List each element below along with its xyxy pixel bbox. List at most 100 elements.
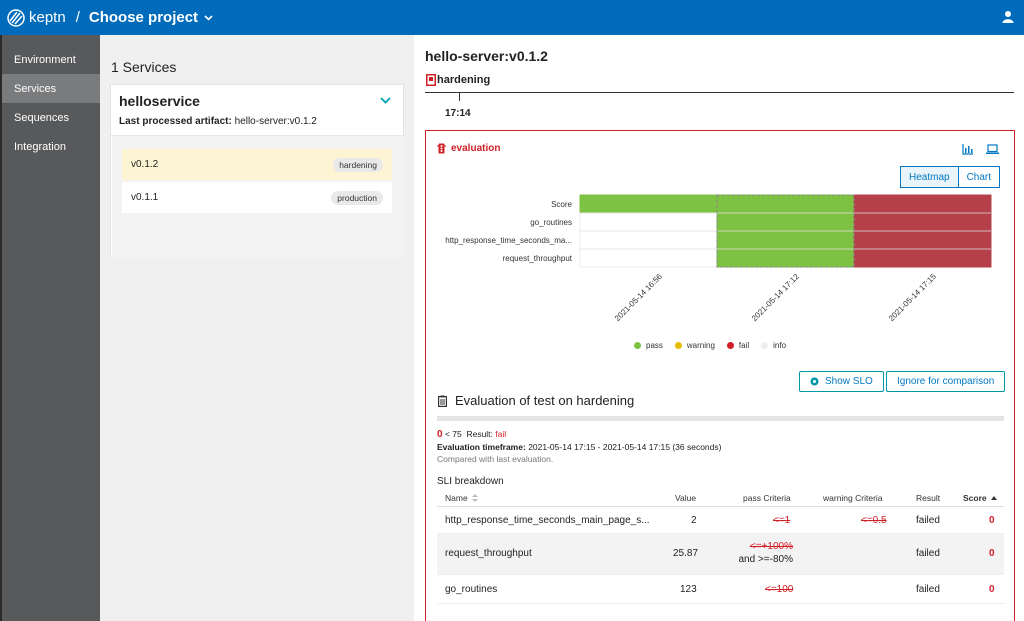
sli-result: failed xyxy=(916,515,940,526)
heatmap-column-label: 2021-05-14 17:15 xyxy=(887,272,938,323)
artifact-title: hello-server:v0.1.2 xyxy=(425,48,548,64)
heatmap-column-label: 2021-05-14 16:56 xyxy=(613,272,664,323)
column-header-name[interactable]: Name xyxy=(445,493,478,503)
version-row[interactable]: v0.1.1 production xyxy=(122,182,392,213)
sli-value: 2 xyxy=(691,515,697,526)
sli-breakdown-title: SLI breakdown xyxy=(437,476,504,487)
result-value: fail xyxy=(495,429,507,439)
table-header: Name Value pass Criteria warning Criteri… xyxy=(437,489,1004,507)
nav-item-sequences[interactable]: Sequences xyxy=(2,103,100,132)
show-slo-button[interactable]: Show SLO xyxy=(799,371,884,392)
table-row[interactable]: request_throughput 25.87 <=+100% and >=-… xyxy=(437,534,1004,575)
chart-toggle-button[interactable]: Chart xyxy=(958,166,1001,188)
side-nav: Environment Services Sequences Integrati… xyxy=(0,35,100,621)
traffic-light-icon xyxy=(437,143,446,154)
legend-item[interactable]: pass xyxy=(634,341,663,350)
chevron-down-icon xyxy=(204,14,213,21)
nav-item-integration[interactable]: Integration xyxy=(2,132,100,161)
laptop-icon[interactable] xyxy=(986,144,999,155)
bar-chart-icon[interactable] xyxy=(962,144,973,155)
project-selector[interactable]: Choose project xyxy=(89,9,213,26)
view-toggle: Heatmap Chart xyxy=(900,166,1001,188)
sli-pass-criteria-extra: and >=-80% xyxy=(738,554,794,565)
heatmap-row-label: Score xyxy=(551,200,572,209)
ignore-comparison-button[interactable]: Ignore for comparison xyxy=(886,371,1006,392)
sli-pass-criteria: <=+100% and >=-80% xyxy=(733,540,794,566)
nav-item-label: Sequences xyxy=(14,111,70,124)
table-row[interactable]: http_response_time_seconds_main_page_s..… xyxy=(437,507,1004,534)
sli-score: 0 xyxy=(989,515,995,526)
result-label: Result: xyxy=(466,429,493,439)
service-card: helloservice Last processed artifact: he… xyxy=(110,84,404,258)
evaluation-label: evaluation xyxy=(451,143,501,154)
heatmap-cell xyxy=(716,194,855,214)
column-header-pass[interactable]: pass Criteria xyxy=(743,493,791,503)
column-header-score-label: Score xyxy=(963,493,987,503)
sort-ascending-icon xyxy=(990,496,997,500)
last-artifact-label: Last processed artifact: xyxy=(119,116,232,127)
heatmap-cell xyxy=(579,248,718,268)
heatmap-cell xyxy=(579,212,718,232)
last-artifact-value: hello-server:v0.1.2 xyxy=(234,116,317,127)
divider xyxy=(111,135,403,136)
keptn-logo[interactable]: keptn xyxy=(7,8,66,27)
sli-name: request_throughput xyxy=(445,548,532,559)
score-value: 0 xyxy=(437,429,443,440)
sli-value: 123 xyxy=(680,584,697,595)
legend-item[interactable]: fail xyxy=(726,341,750,350)
legend-label: fail xyxy=(738,341,750,350)
sli-warning-criteria: <=0.5 xyxy=(861,515,887,526)
column-header-score[interactable]: Score xyxy=(963,493,997,503)
heatmap-toggle-button[interactable]: Heatmap xyxy=(900,166,959,188)
heatmap-cell xyxy=(716,248,855,268)
evaluation-timeframe: Evaluation timeframe: 2021-05-14 17:15 -… xyxy=(437,442,721,452)
detail-panel: hello-server:v0.1.2 hardening 17:14 eval… xyxy=(414,35,1024,621)
stage-badge: production xyxy=(331,190,383,205)
heatmap-cell xyxy=(579,230,718,250)
version-label: v0.1.2 xyxy=(131,159,159,170)
score-threshold: < 75 xyxy=(444,429,462,439)
legend-item[interactable]: info xyxy=(761,341,786,350)
evaluation-card: evaluation Heatmap Chart Score go_routine… xyxy=(425,130,1015,621)
legend-label: pass xyxy=(646,341,663,350)
score-line: 0 < 75 Result: fail xyxy=(437,429,506,440)
heatmap-cell xyxy=(716,230,855,250)
heatmap-cell xyxy=(853,212,992,232)
timeline-time[interactable]: 17:14 xyxy=(445,108,471,119)
heatmap-row-label: go_routines xyxy=(530,218,572,227)
ignore-comparison-label: Ignore for comparison xyxy=(897,376,995,387)
nav-item-environment[interactable]: Environment xyxy=(2,45,100,74)
nav-item-services[interactable]: Services xyxy=(2,74,100,103)
column-header-warning[interactable]: warning Criteria xyxy=(823,493,883,503)
services-count: 1 Services xyxy=(111,59,177,75)
version-row[interactable]: v0.1.2 hardening xyxy=(122,149,392,180)
nav-item-label: Integration xyxy=(14,140,66,153)
show-slo-label: Show SLO xyxy=(825,376,873,387)
keptn-logo-icon xyxy=(7,8,25,27)
sli-pass-criteria: <=100 xyxy=(765,584,794,595)
heatmap-cell xyxy=(579,194,718,214)
sli-score: 0 xyxy=(989,584,995,595)
user-icon[interactable] xyxy=(1002,10,1014,24)
sli-pass-criteria-value: <=+100% xyxy=(749,541,793,552)
heatmap-cell xyxy=(853,230,992,250)
legend-dot-icon xyxy=(761,342,769,349)
chevron-down-icon[interactable] xyxy=(380,97,391,104)
logo-text: keptn xyxy=(29,9,66,26)
legend-label: warning xyxy=(686,341,715,350)
evaluation-header: evaluation xyxy=(437,143,500,154)
heatmap-row-label: http_response_time_seconds_ma... xyxy=(445,236,572,245)
last-artifact: Last processed artifact: hello-server:v0… xyxy=(119,116,317,127)
compared-note: Compared with last evaluation. xyxy=(437,454,554,464)
table-row[interactable]: go_routines 123 <=100 failed 0 xyxy=(437,575,1004,604)
nav-item-label: Services xyxy=(14,82,57,95)
sli-score: 0 xyxy=(989,548,995,559)
evaluation-title-text: Evaluation of test on hardening xyxy=(455,393,635,408)
column-header-result[interactable]: Result xyxy=(916,493,941,503)
version-list: v0.1.2 hardening v0.1.1 production xyxy=(112,136,404,258)
column-header-name-label: Name xyxy=(445,493,468,503)
sli-result: failed xyxy=(916,548,940,559)
column-header-value[interactable]: Value xyxy=(675,493,697,503)
clipboard-icon xyxy=(438,395,447,407)
legend-item[interactable]: warning xyxy=(674,341,715,350)
